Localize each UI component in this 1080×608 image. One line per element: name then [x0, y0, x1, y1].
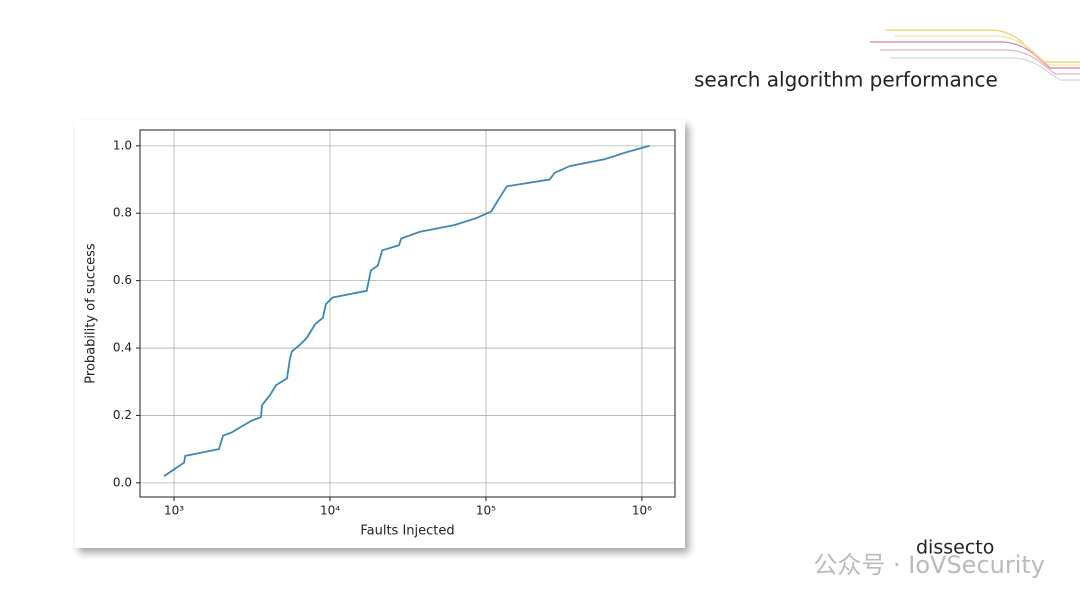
x-tick-label: 10⁴ [320, 504, 340, 518]
data-line [163, 144, 650, 477]
x-tick-label: 10⁵ [476, 504, 496, 518]
y-tick-label: 0.8 [113, 206, 132, 220]
chart: 0.0 0.2 0.4 0.6 0.8 1.0 10³ 10⁴ 10⁵ 10⁶ Faults Inj… [84, 129, 676, 539]
y-axis-label: Probability of success [84, 243, 99, 384]
watermark: 公众号 · IoVSecurity [813, 551, 1045, 579]
x-tick-label: 10⁶ [632, 504, 652, 518]
y-tick-label: 0.4 [113, 341, 132, 355]
plot-frame [139, 129, 676, 498]
slide-title: search algorithm performance [694, 68, 998, 92]
y-tick-label: 0.2 [113, 408, 132, 422]
y-tick-label: 1.0 [113, 138, 132, 152]
chart-panel [75, 120, 685, 548]
decoration [870, 29, 1080, 81]
y-tick-label: 0.6 [113, 273, 132, 287]
x-tick-label: 10³ [164, 504, 184, 518]
footer: dissecto [916, 537, 994, 559]
x-axis-label: Faults Injected [360, 524, 454, 539]
y-tick-label: 0.0 [113, 475, 132, 489]
